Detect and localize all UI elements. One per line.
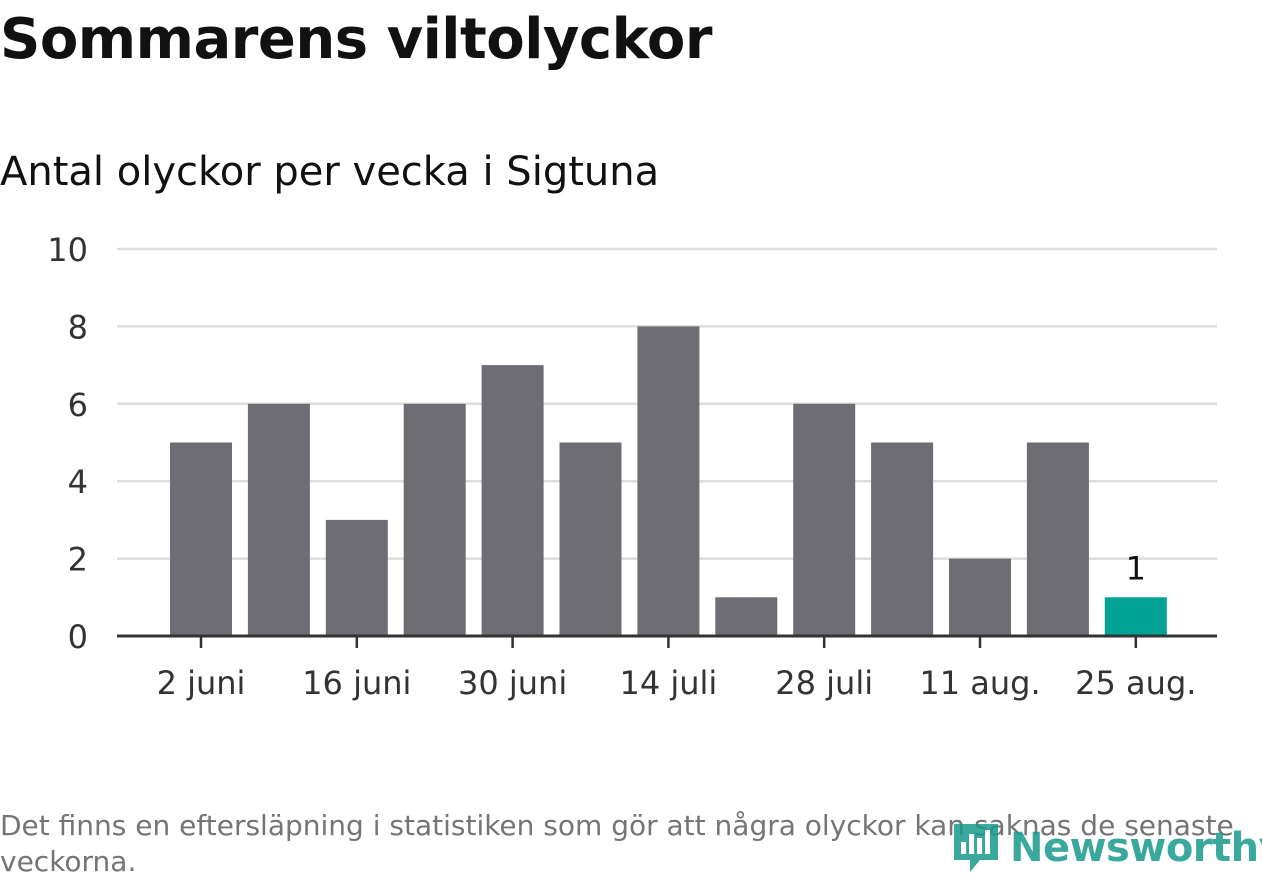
bar <box>325 519 388 636</box>
x-tick-label: 25 aug. <box>1075 664 1196 702</box>
x-tick-label: 11 aug. <box>919 664 1040 702</box>
bar <box>637 326 700 636</box>
footnote: Det finns en eftersläpning i statistiken… <box>0 809 1234 878</box>
bar <box>949 558 1011 636</box>
y-tick-label: 4 <box>68 463 88 501</box>
x-axis-ticks: 2 juni 16 juni 30 juni 14 juli 28 juli 11 aug… <box>157 636 1196 702</box>
bar <box>403 403 466 636</box>
bar <box>871 442 934 636</box>
newsworthy-logo-icon <box>954 824 998 872</box>
chart-subtitle: Antal olyckor per vecka i Sigtuna <box>0 149 660 195</box>
data-label: 1 <box>1126 549 1146 587</box>
x-tick-label: 28 juli <box>775 664 873 702</box>
y-tick-label: 10 <box>47 231 88 269</box>
chart-title: Sommarens viltolyckor <box>0 7 712 72</box>
bar <box>481 365 544 636</box>
y-tick-label: 8 <box>68 308 88 346</box>
y-axis-ticks: 0 2 4 6 8 10 <box>47 231 88 656</box>
newsworthy-logo: Newsworthy <box>950 818 1262 878</box>
bar <box>715 597 778 636</box>
y-tick-label: 0 <box>68 618 88 656</box>
logo-text: Newsworthy <box>1010 825 1262 871</box>
x-tick-label: 14 juli <box>619 664 717 702</box>
bar <box>170 442 232 636</box>
bar <box>559 442 622 636</box>
bar-highlight <box>1104 597 1167 636</box>
data-labels: 1 <box>1126 549 1146 587</box>
x-tick-label: 30 juni <box>458 664 567 702</box>
x-tick-label: 2 juni <box>157 664 246 702</box>
bars <box>170 326 1167 636</box>
bar <box>247 403 310 636</box>
bar <box>793 403 856 636</box>
x-tick-label: 16 juni <box>302 664 411 702</box>
bar <box>1026 442 1089 636</box>
bar-chart: 0 2 4 6 8 10 2 juni 16 juni 30 juni 14 juli 28 ju… <box>47 231 1217 702</box>
y-tick-label: 6 <box>68 386 88 424</box>
y-tick-label: 2 <box>68 541 88 579</box>
